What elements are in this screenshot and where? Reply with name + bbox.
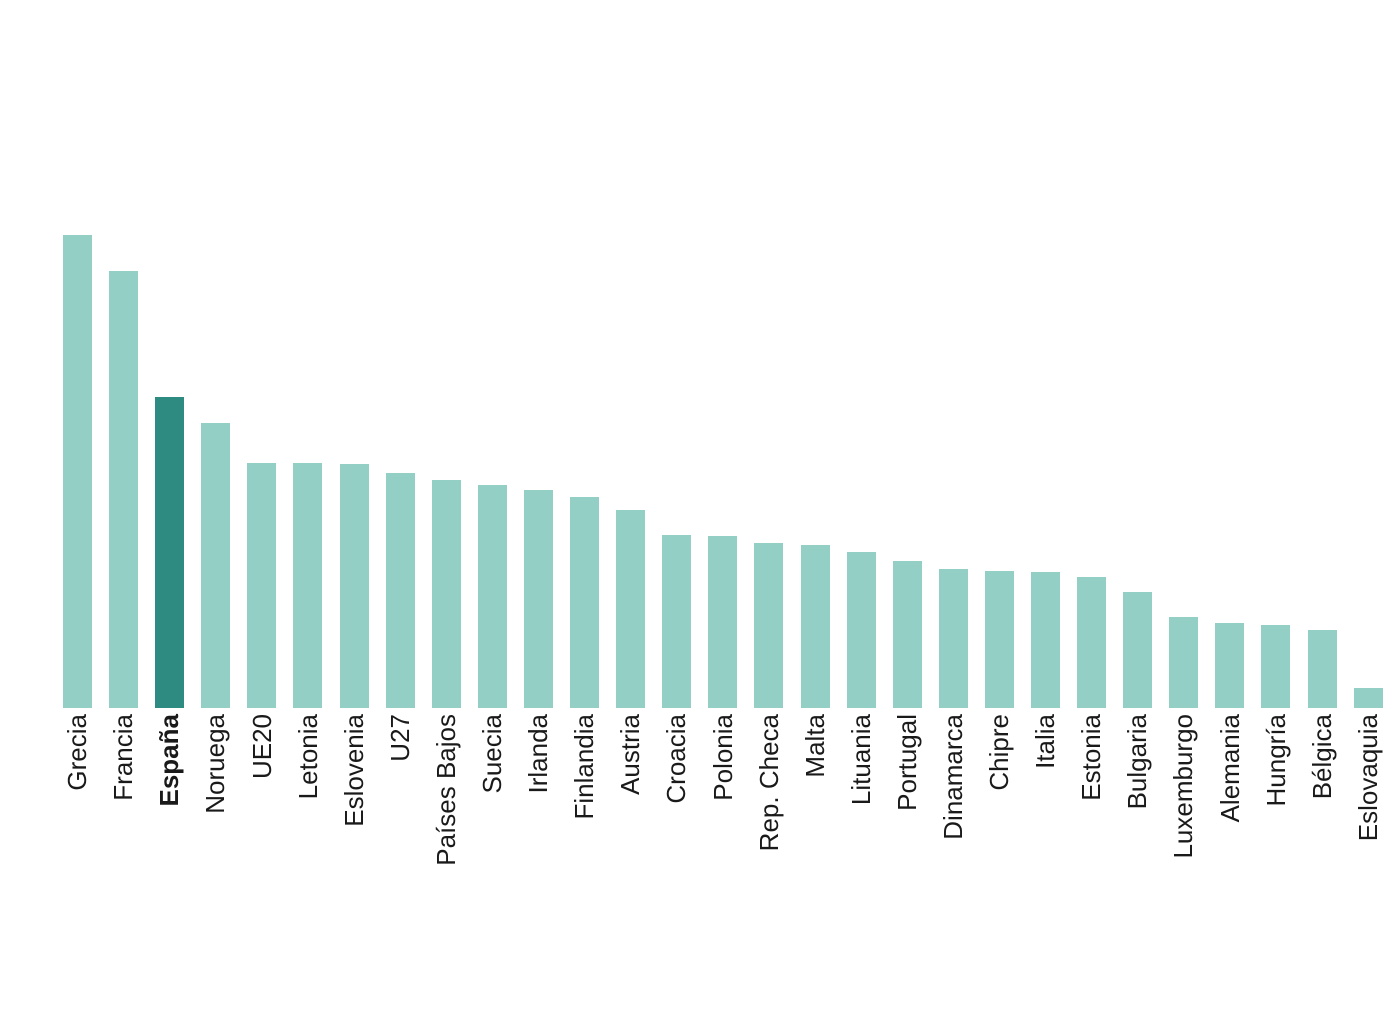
x-axis-label-cell: Lituania — [845, 714, 876, 924]
bar-hungria — [1261, 625, 1291, 708]
x-axis-label-dinamarca: Dinamarca — [937, 714, 968, 840]
bar-noruega — [201, 423, 231, 708]
bar-polonia — [708, 536, 738, 708]
bar-grecia — [63, 235, 92, 708]
x-axis-label-noruega: Noruega — [200, 714, 231, 814]
x-axis-label-eslovaquia: Eslovaquia — [1352, 714, 1383, 842]
bar-finlandia — [570, 497, 600, 708]
x-axis-label-espana: España — [154, 714, 185, 807]
x-axis-label-cell: Francia — [108, 714, 139, 924]
x-axis-label-cell: Malta — [799, 714, 830, 924]
x-axis-label-cell: Luxemburgo — [1168, 714, 1199, 924]
x-axis-label-estonia: Estonia — [1076, 714, 1107, 801]
x-axis-label-cell: Rep. Checa — [753, 714, 784, 924]
plot-area: Grecia Francia España Noruega UE20 Letonia Esl… — [62, 234, 1383, 924]
x-axis-label-austria: Austria — [615, 714, 646, 795]
x-axis-label-hungria: Hungría — [1260, 714, 1291, 807]
x-axis-label-luxemburgo: Luxemburgo — [1168, 714, 1199, 859]
x-axis-label-cell: Estonia — [1076, 714, 1107, 924]
x-axis-label-francia: Francia — [108, 714, 139, 801]
x-axis-label-cell: Noruega — [200, 714, 231, 924]
x-axis-label-lituania: Lituania — [845, 714, 876, 806]
x-axis-label-cell: Chipre — [984, 714, 1015, 924]
bar-italia — [1030, 572, 1060, 708]
x-axis-label-cell: Polonia — [707, 714, 738, 924]
x-axis-labels: Grecia Francia España Noruega UE20 Letonia Esl… — [62, 714, 1383, 924]
x-axis-label-cell: Grecia — [62, 714, 93, 924]
x-axis-label-irlanda: Irlanda — [523, 714, 554, 794]
x-axis-label-cell: UE20 — [246, 714, 277, 924]
x-axis-label-portugal: Portugal — [891, 714, 922, 811]
bar-paises-bajos — [431, 480, 461, 708]
bar-bulgaria — [1123, 592, 1153, 708]
bar-austria — [616, 510, 646, 708]
x-axis-label-cell: Italia — [1030, 714, 1061, 924]
x-axis-label-belgica: Bélgica — [1306, 714, 1337, 800]
x-axis-label-cell: Bulgaria — [1122, 714, 1153, 924]
x-axis-label-cell: Irlanda — [523, 714, 554, 924]
bar-eslovenia — [339, 464, 369, 708]
x-axis-label-u27: U27 — [384, 714, 415, 762]
x-axis-label-cell: Bélgica — [1306, 714, 1337, 924]
bar-portugal — [892, 561, 922, 708]
bar-suecia — [477, 485, 507, 708]
x-axis-label-bulgaria: Bulgaria — [1122, 714, 1153, 810]
x-axis-label-cell: Austria — [615, 714, 646, 924]
x-axis-label-cell: Dinamarca — [937, 714, 968, 924]
x-axis-label-cell: España — [154, 714, 185, 924]
bars-row — [63, 234, 1383, 708]
x-axis-label-polonia: Polonia — [707, 714, 738, 801]
bar-letonia — [293, 463, 323, 708]
bar-croacia — [662, 535, 692, 708]
x-axis-label-cell: Alemania — [1214, 714, 1245, 924]
x-axis-label-malta: Malta — [799, 714, 830, 778]
bar-eslovaquia — [1353, 688, 1383, 708]
x-axis-label-cell: Países Bajos — [430, 714, 461, 924]
bar-u27 — [385, 473, 415, 708]
x-axis-label-cell: Eslovaquia — [1352, 714, 1383, 924]
bar-estonia — [1077, 577, 1107, 708]
x-axis-label-cell: Hungría — [1260, 714, 1291, 924]
x-axis-label-chipre: Chipre — [984, 714, 1015, 791]
bar-irlanda — [523, 490, 553, 708]
x-axis-label-letonia: Letonia — [292, 714, 323, 800]
x-axis-label-italia: Italia — [1030, 714, 1061, 769]
x-axis-label-cell: Suecia — [477, 714, 508, 924]
bar-espana — [155, 397, 185, 708]
x-axis-label-grecia: Grecia — [62, 714, 93, 791]
bar-malta — [800, 545, 830, 708]
bar-belgica — [1307, 630, 1337, 708]
bar-rep-checa — [754, 543, 784, 708]
x-axis-label-cell: Portugal — [891, 714, 922, 924]
x-axis-label-rep-checa: Rep. Checa — [753, 714, 784, 852]
x-axis-label-suecia: Suecia — [477, 714, 508, 794]
bar-francia — [109, 271, 139, 708]
x-axis-label-croacia: Croacia — [661, 714, 692, 804]
bar-luxemburgo — [1169, 617, 1199, 708]
x-axis-label-cell: Croacia — [661, 714, 692, 924]
x-axis-label-paises-bajos: Países Bajos — [430, 714, 461, 866]
bar-chipre — [984, 571, 1014, 708]
x-axis-label-cell: Letonia — [292, 714, 323, 924]
x-axis-label-eslovenia: Eslovenia — [338, 714, 369, 827]
x-axis-label-cell: U27 — [384, 714, 415, 924]
bar-alemania — [1215, 623, 1245, 708]
bar-ue20 — [247, 463, 277, 708]
bar-lituania — [846, 552, 876, 708]
x-axis-label-cell: Finlandia — [569, 714, 600, 924]
x-axis-label-cell: Eslovenia — [338, 714, 369, 924]
x-axis-label-ue20: UE20 — [246, 714, 277, 780]
bar-dinamarca — [938, 569, 968, 708]
x-axis-label-finlandia: Finlandia — [569, 714, 600, 820]
x-axis-label-alemania: Alemania — [1214, 714, 1245, 823]
